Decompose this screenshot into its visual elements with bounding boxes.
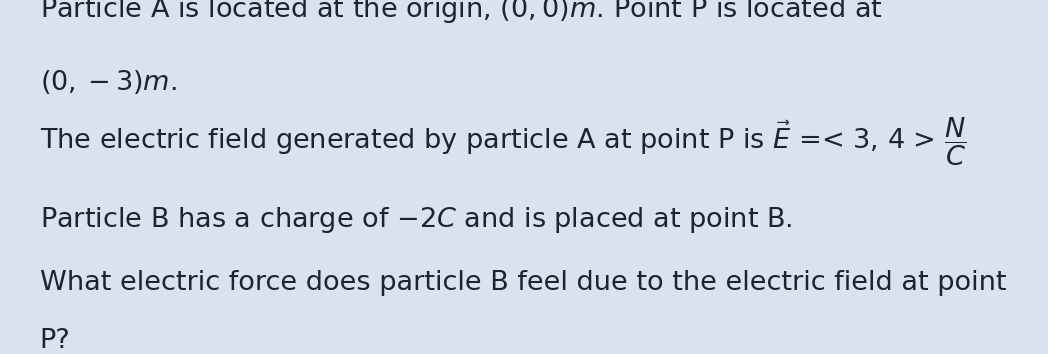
Text: Particle B has a charge of $-2C$ and is placed at point B.: Particle B has a charge of $-2C$ and is …: [40, 205, 792, 235]
Text: The electric field generated by particle A at point P is $\vec{E}$ =< 3, 4 > $\d: The electric field generated by particle…: [40, 116, 966, 168]
Text: $(0, -3)m$.: $(0, -3)m$.: [40, 68, 177, 96]
Text: What electric force does particle B feel due to the electric field at point: What electric force does particle B feel…: [40, 270, 1006, 296]
Text: P?: P?: [40, 328, 70, 354]
Text: Particle A is located at the origin, $(0, 0)m$. Point P is located at: Particle A is located at the origin, $(0…: [40, 0, 882, 25]
